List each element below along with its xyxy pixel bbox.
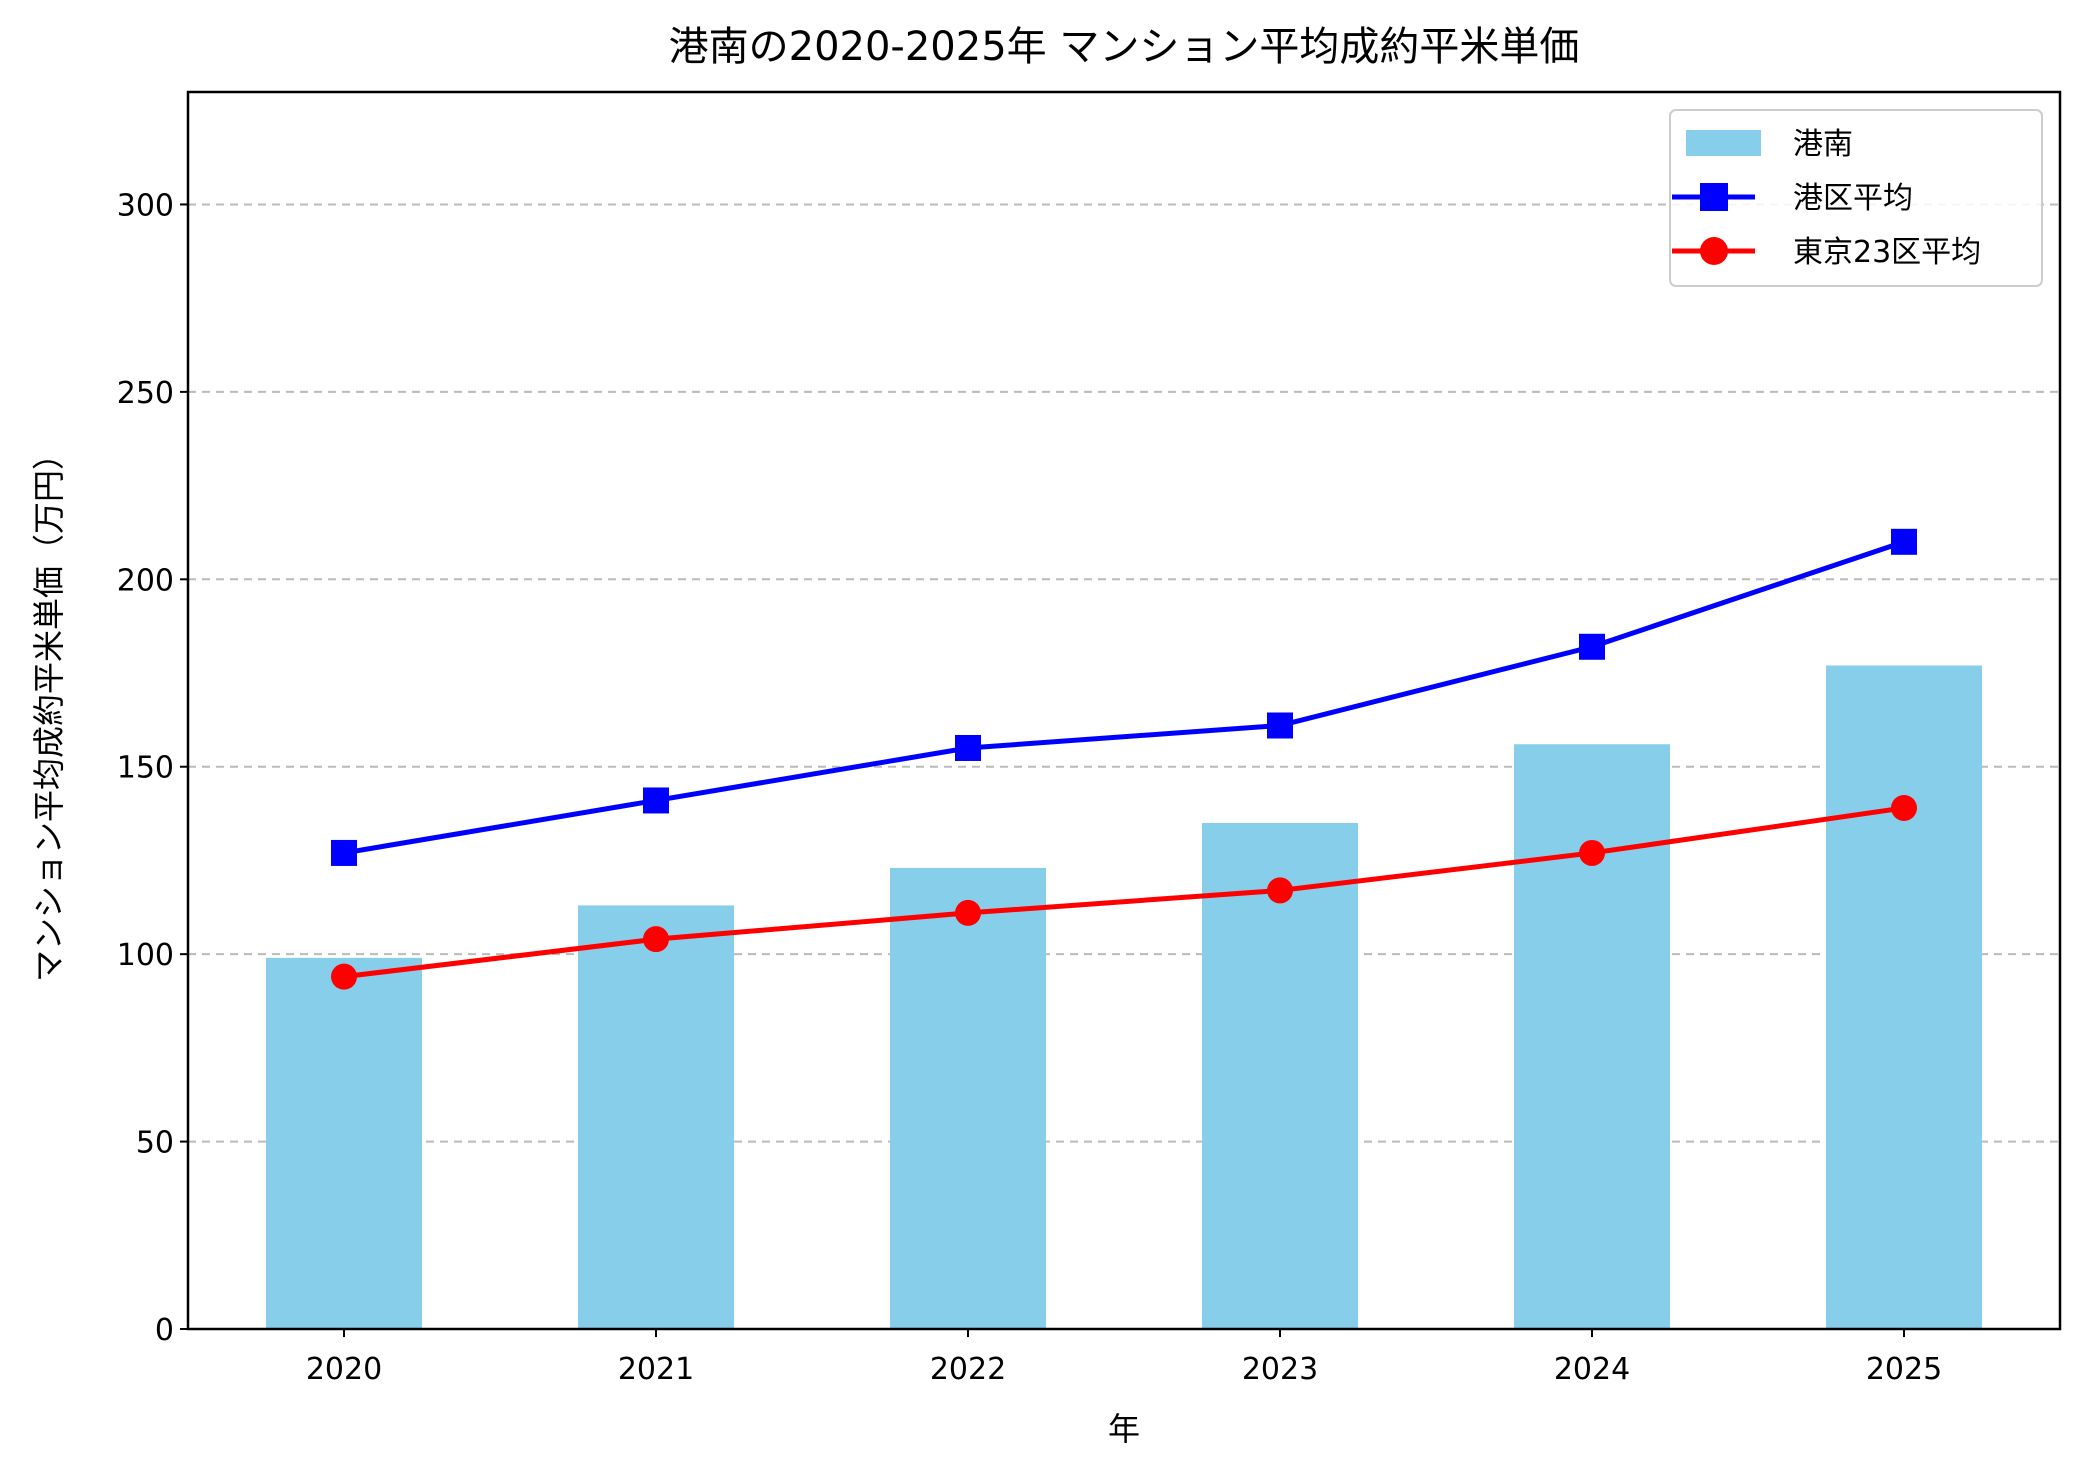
- bar-2024: [1514, 744, 1670, 1329]
- x-axis: 2020 2021 2022 2023 2024 2025: [306, 1329, 1942, 1387]
- legend-label: 港区平均: [1793, 181, 1913, 216]
- data-point: [955, 899, 981, 926]
- bar-2023: [1202, 822, 1358, 1329]
- x-axis-label: 年: [1108, 1410, 1140, 1448]
- bar-2021: [578, 905, 734, 1329]
- data-point: [331, 839, 357, 866]
- y-axis-label: マンション平均成約平米単価（万円）: [30, 438, 68, 982]
- y-tick-label: 100: [117, 938, 174, 973]
- series-line-1: [343, 539, 1905, 856]
- bars: [266, 665, 1982, 1329]
- y-tick-label: 200: [117, 563, 174, 598]
- data-point: [1579, 839, 1605, 866]
- x-tick-label: 2020: [306, 1352, 382, 1387]
- data-point: [331, 963, 357, 990]
- x-tick-label: 2023: [1242, 1352, 1318, 1387]
- plot-frame: [186, 90, 2062, 1331]
- data-point: [1579, 633, 1605, 660]
- y-tick-label: 50: [136, 1126, 174, 1161]
- data-point: [1891, 794, 1917, 821]
- chart-title: 港南の2020-2025年 マンション平均成約平米単価: [669, 24, 1580, 70]
- data-point: [1267, 877, 1293, 904]
- legend-label: 東京23区平均: [1793, 235, 1981, 270]
- legend-label: 港南: [1793, 127, 1853, 162]
- y-tick-label: 300: [117, 188, 174, 223]
- x-tick-label: 2025: [1866, 1352, 1942, 1387]
- x-tick-label: 2021: [618, 1352, 694, 1387]
- y-tick-label: 0: [155, 1313, 174, 1348]
- legend-swatch: [1686, 130, 1761, 156]
- bar-2020: [266, 957, 422, 1329]
- legend-box: [1669, 109, 2043, 287]
- data-point: [1891, 528, 1917, 555]
- data-point: [643, 787, 669, 814]
- data-point: [643, 926, 669, 953]
- x-tick-label: 2024: [1554, 1352, 1630, 1387]
- y-tick-label: 150: [117, 751, 174, 786]
- series-line-2: [343, 805, 1905, 980]
- data-point: [1267, 712, 1293, 739]
- bar-2022: [890, 867, 1046, 1329]
- lines: [331, 528, 1917, 990]
- x-tick-label: 2022: [930, 1352, 1006, 1387]
- legend-marker: [1700, 237, 1728, 265]
- y-tick-label: 250: [117, 376, 174, 411]
- bar-2025: [1826, 665, 1982, 1329]
- legend-marker: [1700, 183, 1728, 211]
- data-point: [955, 734, 981, 761]
- y-axis: 0 50 100 150 200 250 300: [117, 188, 188, 1348]
- grid: [188, 203, 2060, 1330]
